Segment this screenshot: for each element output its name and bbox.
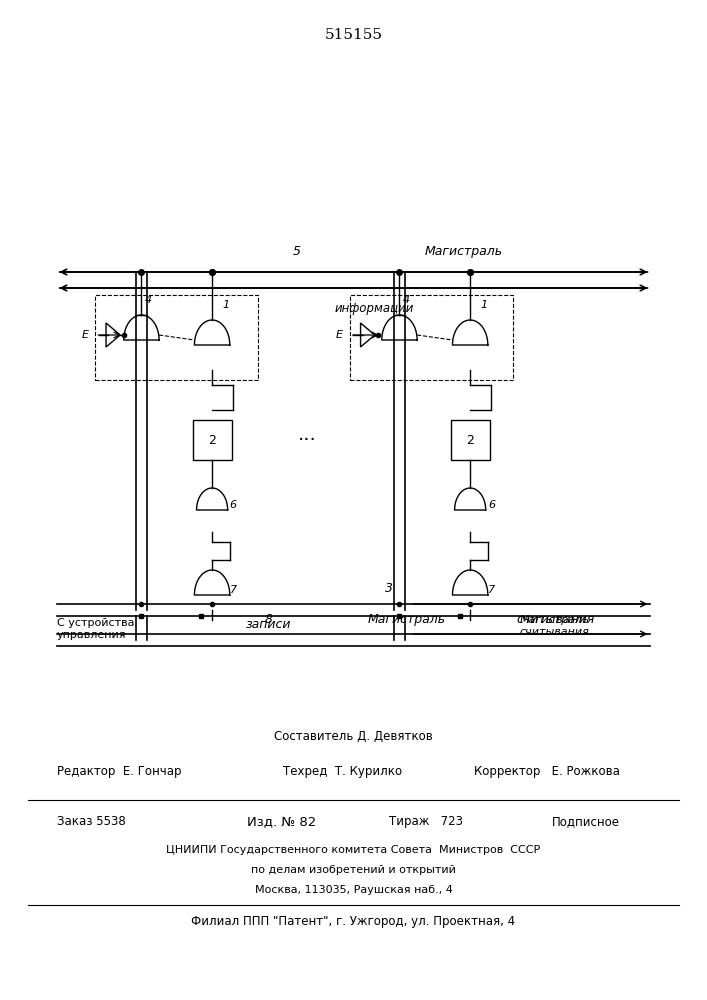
Text: 4: 4 — [403, 295, 410, 305]
Text: 1: 1 — [223, 300, 230, 310]
Text: 2: 2 — [208, 434, 216, 446]
Text: Москва, 113035, Раушская наб., 4: Москва, 113035, Раушская наб., 4 — [255, 885, 452, 895]
Text: E: E — [336, 330, 343, 340]
Text: информации: информации — [335, 302, 414, 315]
Text: Корректор   Е. Рожкова: Корректор Е. Рожкова — [474, 765, 619, 778]
Text: 6: 6 — [488, 500, 495, 510]
Text: 3: 3 — [385, 582, 393, 595]
Text: Магистраль
считывания: Магистраль считывания — [520, 615, 590, 637]
Text: 2: 2 — [466, 434, 474, 446]
Text: ...: ... — [298, 426, 317, 444]
Text: E: E — [81, 330, 88, 340]
Text: считывания: считывания — [516, 613, 595, 626]
Bar — [451, 420, 489, 460]
Text: С устройства
управления: С устройства управления — [57, 618, 134, 640]
Text: Техред  Т. Курилко: Техред Т. Курилко — [283, 765, 402, 778]
Text: Магистраль: Магистраль — [368, 613, 446, 626]
Text: Магистраль: Магистраль — [424, 245, 503, 258]
Text: Составитель Д. Девятков: Составитель Д. Девятков — [274, 730, 433, 743]
Text: Редактор  Е. Гончар: Редактор Е. Гончар — [57, 765, 181, 778]
Text: Заказ 5538: Заказ 5538 — [57, 815, 125, 828]
Text: 7: 7 — [488, 585, 495, 595]
Bar — [95, 295, 258, 380]
Text: 1: 1 — [481, 300, 488, 310]
Text: записи: записи — [246, 618, 291, 631]
Text: Филиал ППП "Патент", г. Ужгород, ул. Проектная, 4: Филиал ППП "Патент", г. Ужгород, ул. Про… — [192, 915, 515, 928]
Text: Подписное: Подписное — [551, 815, 619, 828]
Text: ЦНИИПИ Государственного комитета Совета  Министров  СССР: ЦНИИПИ Государственного комитета Совета … — [166, 845, 541, 855]
Text: Тираж   723: Тираж 723 — [389, 815, 463, 828]
Text: 4: 4 — [145, 295, 152, 305]
Text: по делам изобретений и открытий: по делам изобретений и открытий — [251, 865, 456, 875]
Bar — [350, 295, 513, 380]
Text: 515155: 515155 — [325, 28, 382, 42]
Text: Изд. № 82: Изд. № 82 — [247, 815, 317, 828]
Text: 6: 6 — [230, 500, 237, 510]
Bar — [192, 420, 231, 460]
Text: 5: 5 — [293, 245, 301, 258]
Text: 8: 8 — [264, 613, 273, 626]
Text: 7: 7 — [230, 585, 237, 595]
